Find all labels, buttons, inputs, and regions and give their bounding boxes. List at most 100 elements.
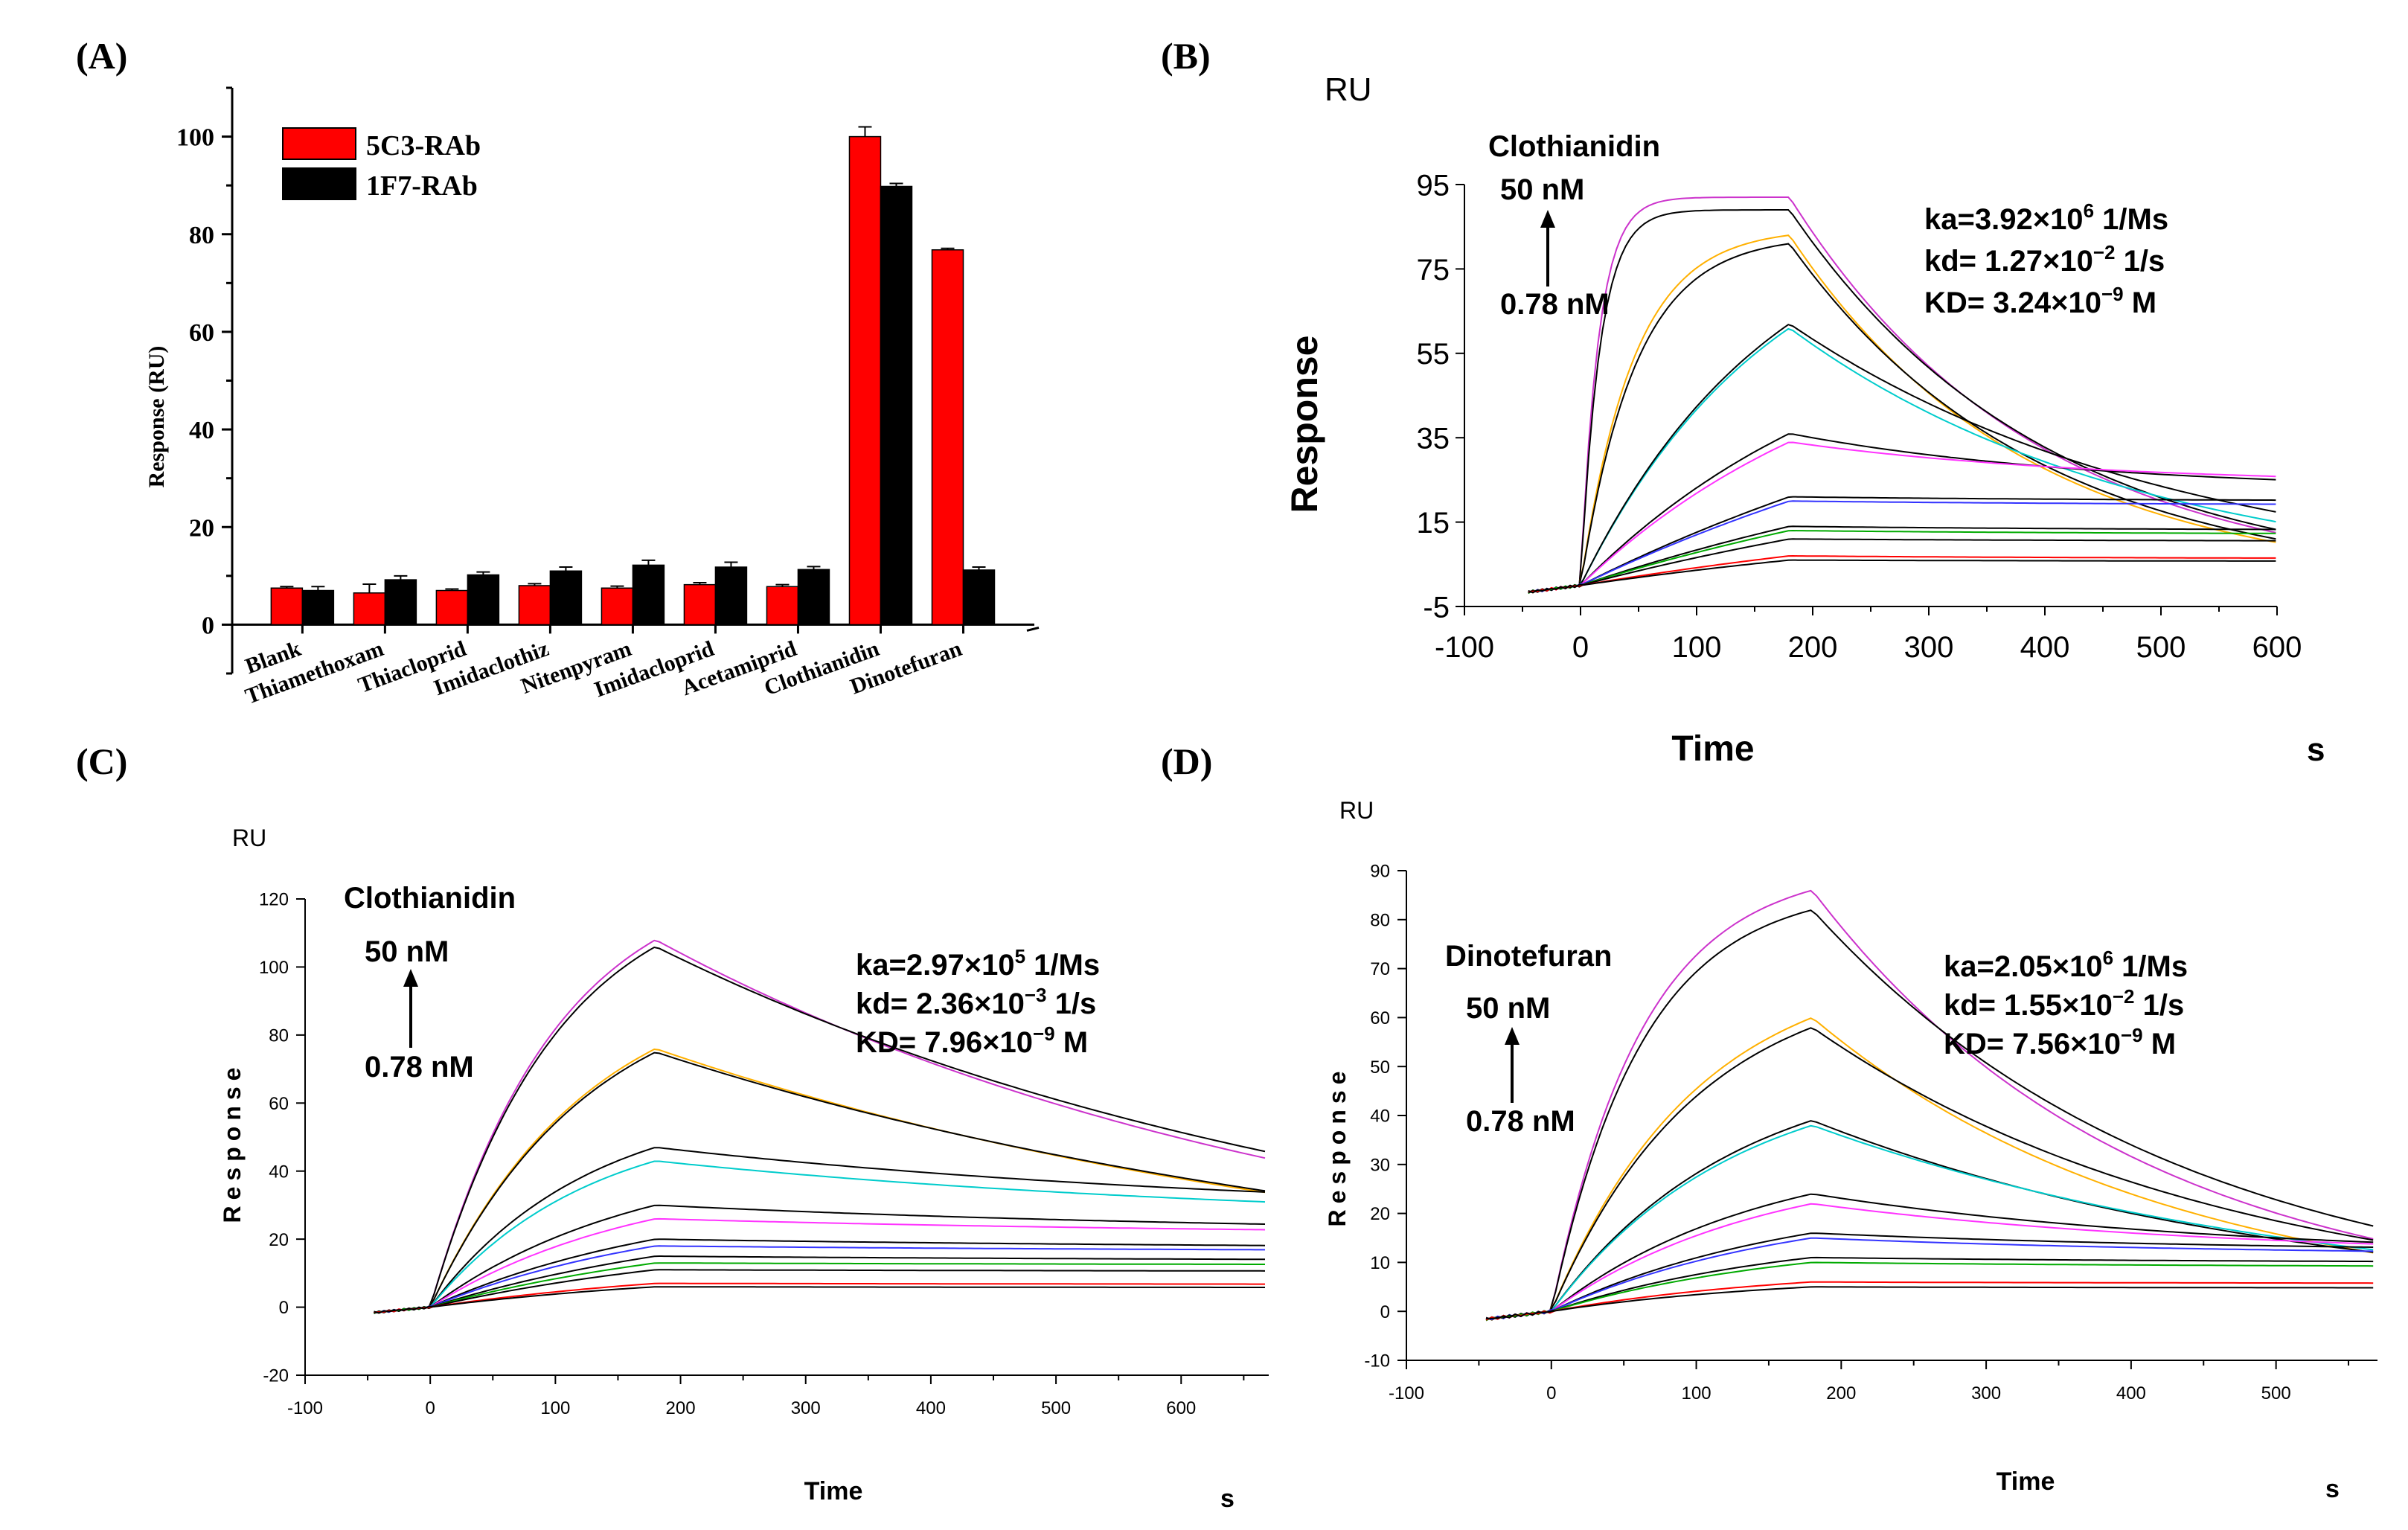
panel-b-conc-arrow	[1540, 210, 1555, 287]
panel-a-y-tick-label: 40	[189, 417, 214, 444]
panel-b-x-unit: s	[2307, 732, 2325, 768]
panel-d-x-axis-label: Time	[1996, 1467, 2055, 1496]
panel-d-x-unit: s	[2325, 1475, 2340, 1503]
x-tick-label: 200	[666, 1398, 696, 1418]
y-tick-label: 60	[269, 1094, 289, 1114]
panel-a-y-tick-label: 100	[176, 124, 214, 152]
panel-b-axes: -5 15 35 55 75 95 -100 0 100 200 300 400 500 600	[1417, 169, 2302, 664]
x-tick-label: 100	[540, 1398, 570, 1418]
x-tick-label: 500	[2136, 631, 2186, 664]
bar-5c3-rab-blank	[270, 587, 304, 626]
sensorgram-curve	[1528, 243, 2276, 593]
panel-c-curves	[374, 939, 1266, 1315]
panel-b-conc-high: 50 nM	[1500, 173, 1584, 206]
x-tick-label: 400	[916, 1398, 946, 1418]
kinetic-constant: kd= 1.27×10−2 1/s	[1924, 241, 2165, 278]
sensorgram-curve	[1528, 196, 2276, 593]
bar-1f7-rab-imidaclothiz	[549, 570, 583, 626]
y-tick-label: -10	[1364, 1351, 1390, 1371]
sensorgram-curve	[1528, 433, 2276, 594]
sensorgram-curve	[1528, 327, 2276, 594]
sensorgram-curve	[1528, 559, 2276, 594]
sensorgram-curve	[1528, 538, 2276, 594]
x-tick-label: -100	[1435, 631, 1494, 664]
bar-1f7-rab-acetamiprid	[797, 569, 830, 626]
y-tick-label: 20	[1370, 1204, 1390, 1224]
sensorgram-curve	[1528, 324, 2276, 595]
kinetic-constant: KD= 7.56×10−9 M	[1944, 1024, 2176, 1060]
y-tick-label: 50	[1370, 1057, 1390, 1078]
y-tick-label: 80	[1370, 910, 1390, 930]
sensorgram-curve	[374, 1052, 1266, 1313]
x-tick-label: 500	[2261, 1383, 2291, 1403]
y-tick-label: 40	[269, 1162, 289, 1182]
sensorgram-curve	[374, 1160, 1266, 1314]
kinetic-constant: ka=2.05×106 1/Ms	[1944, 947, 2188, 983]
sensorgram-curve	[1486, 1027, 2374, 1320]
y-tick-label: 40	[1370, 1107, 1390, 1127]
bar-1f7-rab-thiacloprid	[467, 574, 500, 626]
sensorgram-curve	[374, 1262, 1265, 1315]
y-tick-label: -20	[263, 1366, 289, 1386]
panel-d-unit-label: RU	[1339, 797, 1374, 824]
y-tick-label: 70	[1370, 959, 1390, 979]
legend-label-1f7: 1F7-RAb	[366, 170, 478, 202]
x-tick-label: 200	[1826, 1383, 1856, 1403]
y-tick-label: 75	[1417, 254, 1450, 287]
panel-c-x-axis-label: Time	[804, 1477, 863, 1505]
y-tick-label: 55	[1417, 338, 1450, 371]
sensorgram-curve	[1485, 1261, 2374, 1322]
panel-b-unit-label: RU	[1325, 71, 1372, 108]
x-tick-label: 600	[2252, 631, 2302, 664]
panel-c-sensorgram: (C) RU -20 0 20 40 60 80 100 120 -100 0 100 200 300 4…	[76, 740, 1269, 1513]
sensorgram-curve	[1485, 1237, 2374, 1321]
kinetic-constant: kd= 2.36×10−3 1/s	[856, 984, 1096, 1020]
sensorgram-curve	[1485, 889, 2374, 1320]
x-tick-label: 300	[1971, 1383, 2001, 1403]
bar-5c3-rab-thiamethoxam	[353, 592, 386, 626]
bar-5c3-rab-thiacloprid	[435, 589, 469, 626]
sensorgram-curve	[1485, 1017, 2374, 1321]
panel-label-b: (B)	[1161, 35, 1211, 77]
sensorgram-curve	[374, 946, 1266, 1313]
kinetic-constant: KD= 7.96×10−9 M	[856, 1022, 1088, 1059]
bar-5c3-rab-imidacloprid	[683, 583, 717, 626]
y-tick-label: 0	[1380, 1302, 1390, 1322]
y-tick-label: 20	[269, 1230, 289, 1250]
panel-c-conc-high: 50 nM	[365, 935, 449, 968]
x-tick-label: 0	[1572, 631, 1589, 664]
panel-a-y-axis-label: Response (RU)	[144, 346, 169, 488]
sensorgram-curve	[374, 1238, 1266, 1314]
kinetic-constant: ka=2.97×105 1/Ms	[856, 945, 1100, 982]
panel-d-analyte-label: Dinotefuran	[1445, 940, 1612, 973]
y-tick-label: 100	[259, 958, 289, 978]
panel-label-a: (A)	[76, 35, 127, 77]
panel-a-bar-chart: (A) 020406080100BlankThiamethoxamThiaclo…	[76, 35, 1040, 709]
x-tick-label: 600	[1166, 1398, 1196, 1418]
x-tick-label: 500	[1041, 1398, 1071, 1418]
panel-d-curves	[1485, 889, 2374, 1322]
y-tick-label: 10	[1370, 1253, 1390, 1273]
kinetic-constant: kd= 1.55×10−2 1/s	[1944, 985, 2184, 1022]
bar-1f7-rab-imidacloprid	[714, 566, 748, 626]
legend-label-5c3: 5C3-RAb	[366, 130, 481, 161]
panel-b-y-axis-label: Response	[1284, 336, 1325, 513]
x-tick-label: 200	[1788, 631, 1838, 664]
panel-c-conc-low: 0.78 nM	[365, 1051, 474, 1084]
panel-d-conc-arrow	[1505, 1027, 1520, 1103]
sensorgram-curve	[1485, 1281, 2374, 1321]
sensorgram-curve	[374, 1147, 1266, 1314]
panel-b-analyte-label: Clothianidin	[1488, 130, 1660, 163]
sensorgram-curve	[374, 1204, 1266, 1314]
bar-5c3-rab-imidaclothiz	[518, 585, 551, 626]
bar-5c3-rab-clothianidin	[848, 135, 882, 626]
panel-c-unit-label: RU	[232, 825, 266, 851]
x-tick-label: -100	[287, 1398, 323, 1418]
panel-d-conc-low: 0.78 nM	[1466, 1105, 1575, 1138]
bar-5c3-rab-dinotefuran	[931, 249, 964, 626]
bar-5c3-rab-acetamiprid	[766, 586, 799, 626]
panel-c-y-axis-label: Response	[219, 1062, 246, 1223]
panel-a-y-tick-label: 0	[202, 612, 214, 639]
